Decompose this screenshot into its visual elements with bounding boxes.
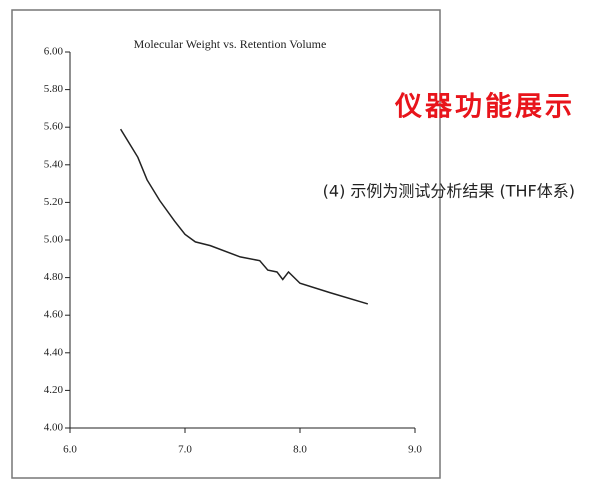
y-tick-label: 4.20 — [44, 384, 64, 396]
annotation-note: (4) 示例为测试分析结果 (THF体系) — [323, 182, 575, 201]
chart-title: Molecular Weight vs. Retention Volume — [134, 37, 327, 51]
data-line — [119, 128, 369, 305]
x-tick-label: 6.0 — [63, 444, 77, 456]
chart-frame — [11, 9, 441, 479]
x-tick-label: 9.0 — [408, 444, 422, 456]
y-tick-label: 5.40 — [44, 158, 64, 170]
y-tick-label: 5.00 — [44, 234, 64, 246]
y-tick-label: 5.60 — [44, 121, 64, 133]
y-tick-label: 5.20 — [44, 196, 64, 208]
annotation-heading: 仪器功能展示 — [394, 91, 575, 123]
y-tick-label: 4.80 — [44, 271, 64, 283]
y-tick-label: 4.60 — [44, 309, 64, 321]
y-tick-label: 5.80 — [44, 83, 64, 95]
y-tick-label: 4.00 — [44, 422, 64, 434]
y-tick-label: 6.00 — [44, 46, 64, 58]
y-tick-label: 4.40 — [44, 346, 64, 358]
x-tick-label: 7.0 — [178, 444, 192, 456]
x-tick-label: 8.0 — [293, 444, 307, 456]
